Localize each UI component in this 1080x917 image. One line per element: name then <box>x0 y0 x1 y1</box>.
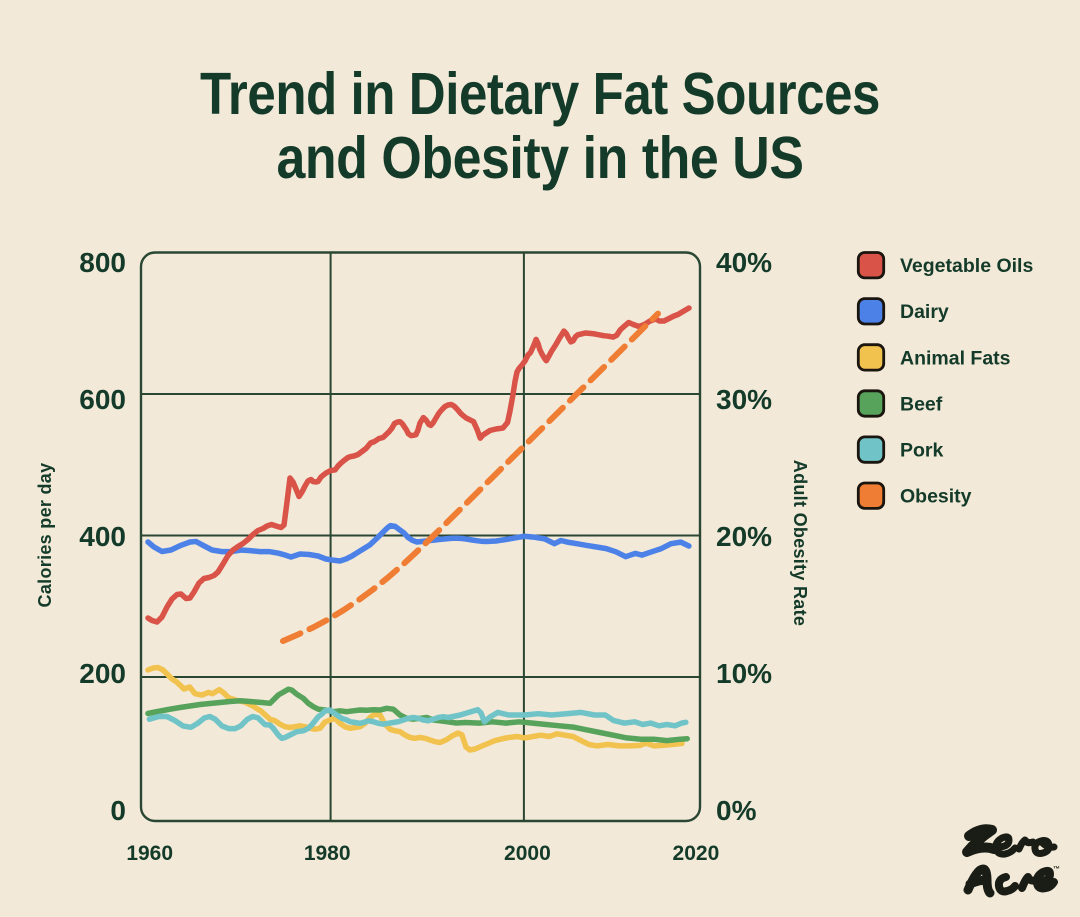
svg-text:400: 400 <box>79 521 126 552</box>
svg-text:Obesity: Obesity <box>900 486 972 508</box>
svg-text:600: 600 <box>79 384 126 415</box>
svg-text:1960: 1960 <box>126 842 173 865</box>
svg-text:20%: 20% <box>716 521 772 552</box>
svg-text:2020: 2020 <box>673 842 720 865</box>
svg-text:Adult Obesity Rate: Adult Obesity Rate <box>790 460 810 626</box>
svg-text:Trend in Dietary Fat Sources: Trend in Dietary Fat Sources <box>200 61 880 127</box>
svg-text:Beef: Beef <box>900 393 943 415</box>
svg-text:0: 0 <box>110 795 126 826</box>
svg-text:800: 800 <box>79 247 126 278</box>
svg-text:Dairy: Dairy <box>900 301 949 323</box>
svg-text:Pork: Pork <box>900 440 944 462</box>
svg-text:2000: 2000 <box>504 842 551 865</box>
svg-text:30%: 30% <box>716 384 772 415</box>
svg-text:Calories per day: Calories per day <box>35 463 55 608</box>
svg-text:Vegetable Oils: Vegetable Oils <box>900 255 1033 277</box>
svg-text:Animal Fats: Animal Fats <box>900 347 1011 369</box>
svg-text:40%: 40% <box>716 247 772 278</box>
svg-text:10%: 10% <box>716 658 772 689</box>
svg-text:200: 200 <box>79 658 126 689</box>
svg-text:1980: 1980 <box>304 842 351 865</box>
svg-text:0%: 0% <box>716 795 757 826</box>
svg-text:and Obesity in the US: and Obesity in the US <box>277 125 804 191</box>
svg-text:™: ™ <box>1053 866 1060 873</box>
